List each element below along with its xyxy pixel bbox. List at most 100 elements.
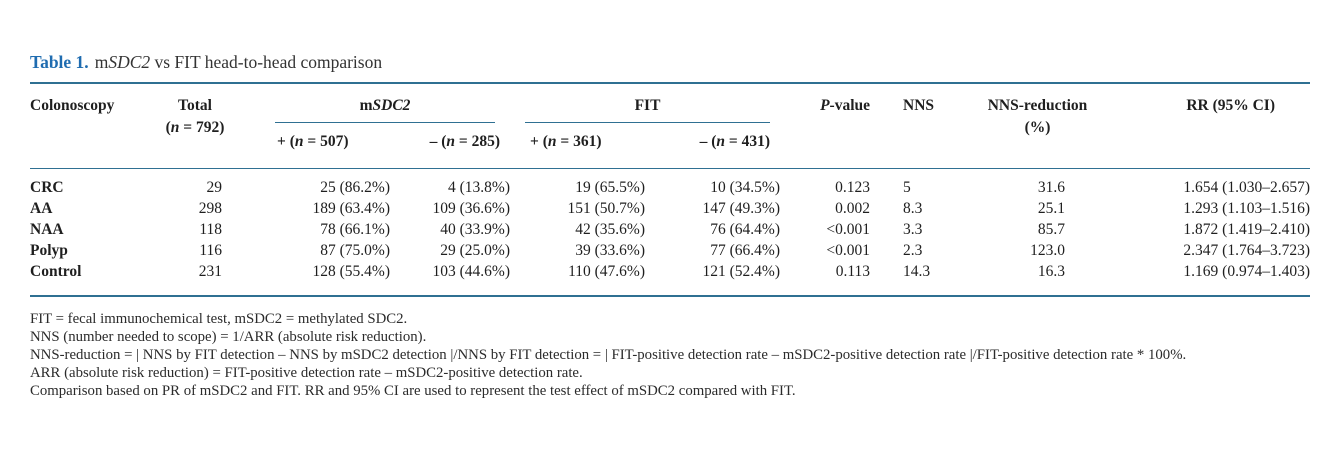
cell-rr: 2.347 (1.764–3.723) xyxy=(1183,242,1310,259)
footnote-abbreviations: FIT = fecal immunochemical test, mSDC2 =… xyxy=(30,311,408,327)
cell-rr: 1.654 (1.030–2.657) xyxy=(1183,179,1310,196)
cell-p-value: <0.001 xyxy=(826,221,870,238)
cell-nns-reduction: 31.6 xyxy=(1037,179,1065,196)
total-n-symbol: n xyxy=(170,119,180,136)
cell-nns-reduction: 16.3 xyxy=(1037,263,1065,280)
table-caption: Table 1. mSDC2 vs FIT head-to-head compar… xyxy=(30,50,1310,74)
nns-reduction-line2: (%) xyxy=(1024,119,1051,136)
table-caption-title-m: m xyxy=(94,52,109,72)
cell-msdc2-negative: 103 (44.6%) xyxy=(432,263,511,280)
col-header-fit-negative: – (n = 431) xyxy=(645,131,780,153)
row-label: NAA xyxy=(30,221,64,238)
cell-fit-negative: 10 (34.5%) xyxy=(710,179,780,196)
cell-msdc2-positive: 189 (63.4%) xyxy=(312,200,391,217)
total-n: (n = 792) xyxy=(160,117,230,139)
p-value-rest: -value xyxy=(829,97,870,114)
col-header-fit-positive: + (n = 361) xyxy=(510,131,645,153)
table-body: CRC 29 25 (86.2%) 4 (13.8%) 19 (65.5%) 1… xyxy=(30,169,1310,297)
col-header-nns: NNS xyxy=(875,83,965,169)
cell-fit-negative: 76 (64.4%) xyxy=(710,221,780,238)
table-row: NAA 118 78 (66.1%) 40 (33.9%) 42 (35.6%)… xyxy=(30,219,1310,240)
fit-neg-pre: – ( xyxy=(699,133,717,150)
msdc2-group-label: mSDC2 xyxy=(275,95,495,117)
footnote-comparison-note: Comparison based on PR of mSDC2 and FIT.… xyxy=(30,383,796,399)
cell-fit-negative: 77 (66.4%) xyxy=(710,242,780,259)
cell-msdc2-positive: 87 (75.0%) xyxy=(320,242,390,259)
cell-nns-reduction: 25.1 xyxy=(1037,200,1065,217)
table-header: Colonoscopy Total (n = 792) mSDC2 + (n =… xyxy=(30,83,1310,169)
cell-p-value: 0.113 xyxy=(835,263,870,280)
cell-fit-positive: 42 (35.6%) xyxy=(575,221,645,238)
total-label: Total xyxy=(178,97,212,114)
cell-msdc2-negative: 40 (33.9%) xyxy=(440,221,510,238)
total-n-pre: ( xyxy=(165,119,171,136)
cell-total: 29 xyxy=(206,179,223,196)
col-group-fit: FIT + (n = 361) – (n = 431) xyxy=(510,83,780,169)
footnote-nns-reduction-definition: NNS-reduction = | NNS by FIT detection –… xyxy=(30,347,1187,363)
table-caption-rest: vs FIT head-to-head comparison xyxy=(150,52,383,72)
table-caption-gene: SDC2 xyxy=(108,52,151,72)
row-label: AA xyxy=(30,200,53,217)
msdc2-m: m xyxy=(359,97,373,114)
col-header-total: Total (n = 792) xyxy=(160,83,230,169)
cell-nns-reduction: 85.7 xyxy=(1037,221,1065,238)
cell-nns-reduction: 123.0 xyxy=(1030,242,1065,259)
msdc2-neg-n: n xyxy=(446,133,455,150)
cell-total: 116 xyxy=(199,242,222,259)
col-header-colonoscopy: Colonoscopy xyxy=(30,83,160,169)
cell-msdc2-positive: 78 (66.1%) xyxy=(320,221,390,238)
col-group-msdc2: mSDC2 + (n = 507) – (n = 285) xyxy=(230,83,510,169)
fit-pos-post: = 361) xyxy=(556,133,602,150)
table-caption-label: Table 1. xyxy=(30,52,89,72)
cell-fit-positive: 19 (65.5%) xyxy=(575,179,645,196)
msdc2-neg-post: = 285) xyxy=(455,133,500,150)
cell-nns: 3.3 xyxy=(903,221,923,238)
cell-p-value: 0.002 xyxy=(835,200,870,217)
total-n-post: = 792) xyxy=(179,119,225,136)
col-header-msdc2-negative: – (n = 285) xyxy=(390,131,510,153)
row-label: Polyp xyxy=(30,242,68,259)
page: Table 1. mSDC2 vs FIT head-to-head compar… xyxy=(30,50,1310,400)
cell-nns: 14.3 xyxy=(903,263,931,280)
col-header-rr: RR (95% CI) xyxy=(1110,83,1310,169)
cell-rr: 1.293 (1.103–1.516) xyxy=(1183,200,1310,217)
cell-total: 231 xyxy=(198,263,222,280)
cell-fit-positive: 151 (50.7%) xyxy=(567,200,646,217)
cell-nns: 2.3 xyxy=(903,242,923,259)
fit-group-label: FIT xyxy=(634,97,661,114)
msdc2-pos-n: n xyxy=(294,133,304,150)
fit-group-rule xyxy=(525,122,770,123)
row-label: Control xyxy=(30,263,82,280)
cell-p-value: 0.123 xyxy=(835,179,870,196)
cell-total: 298 xyxy=(198,200,222,217)
cell-fit-positive: 110 (47.6%) xyxy=(568,263,645,280)
fit-subheaders: + (n = 361) – (n = 431) xyxy=(510,123,780,153)
cell-fit-negative: 147 (49.3%) xyxy=(702,200,781,217)
cell-fit-negative: 121 (52.4%) xyxy=(702,263,781,280)
table-footnotes: FIT = fecal immunochemical test, mSDC2 =… xyxy=(30,310,1310,400)
col-header-p-value: P-value xyxy=(780,83,875,169)
cell-nns: 5 xyxy=(903,179,911,196)
footnote-arr-definition: ARR (absolute risk reduction) = FIT-posi… xyxy=(30,365,583,381)
cell-rr: 1.169 (0.974–1.403) xyxy=(1183,263,1310,280)
msdc2-group-rule xyxy=(275,122,495,123)
cell-fit-positive: 39 (33.6%) xyxy=(575,242,645,259)
cell-nns: 8.3 xyxy=(903,200,923,217)
cell-msdc2-negative: 109 (36.6%) xyxy=(432,200,511,217)
comparison-table: Colonoscopy Total (n = 792) mSDC2 + (n =… xyxy=(30,82,1310,297)
col-header-nns-reduction: NNS-reduction (%) xyxy=(965,83,1110,169)
table-row: Polyp 116 87 (75.0%) 29 (25.0%) 39 (33.6… xyxy=(30,240,1310,261)
cell-rr: 1.872 (1.419–2.410) xyxy=(1183,221,1310,238)
msdc2-pos-pre: + ( xyxy=(277,133,295,150)
cell-msdc2-negative: 29 (25.0%) xyxy=(440,242,510,259)
cell-msdc2-negative: 4 (13.8%) xyxy=(448,179,510,196)
cell-msdc2-positive: 25 (86.2%) xyxy=(320,179,390,196)
cell-p-value: <0.001 xyxy=(826,242,870,259)
msdc2-subheaders: + (n = 507) – (n = 285) xyxy=(230,123,510,153)
msdc2-pos-post: = 507) xyxy=(303,133,349,150)
row-label: CRC xyxy=(30,179,64,196)
cell-msdc2-positive: 128 (55.4%) xyxy=(312,263,391,280)
nns-reduction-line1: NNS-reduction xyxy=(987,97,1088,114)
fit-pos-n: n xyxy=(547,133,557,150)
footnote-nns-definition: NNS (number needed to scope) = 1/ARR (ab… xyxy=(30,329,427,345)
